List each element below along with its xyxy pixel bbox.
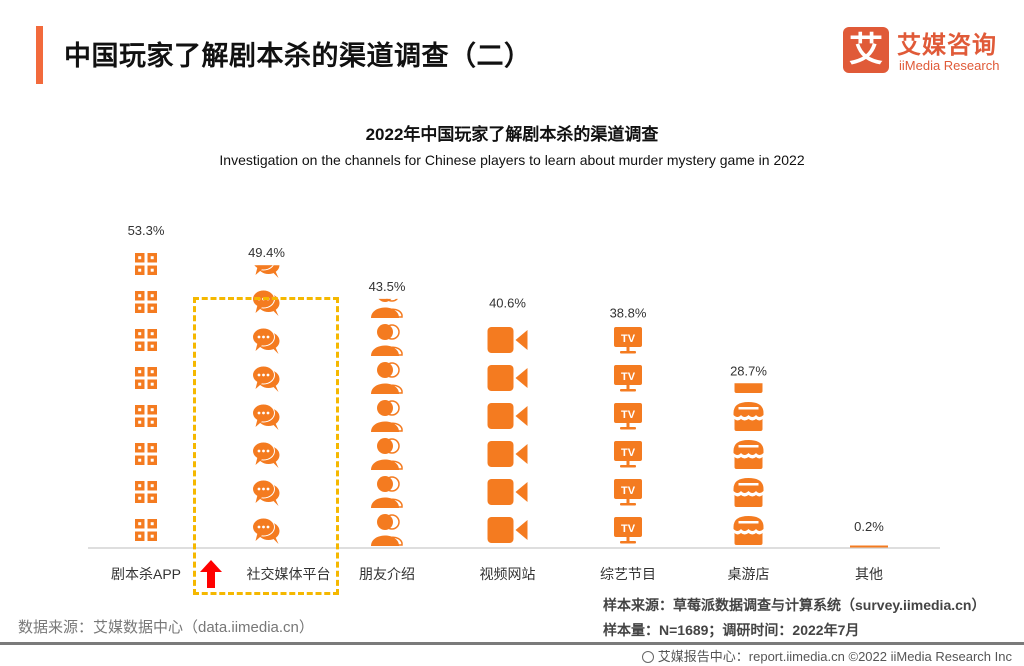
app-grid-icon: [135, 519, 157, 541]
footer: 艾媒报告中心：report.iimedia.cn ©2022 iiMedia R…: [641, 646, 1012, 665]
friends-icon: [370, 475, 403, 509]
report-center-icon: [641, 651, 654, 663]
tv-icon: [614, 403, 642, 430]
category-label: 朋友介绍: [359, 566, 415, 582]
title-accent-bar: [36, 26, 43, 84]
category-label: 桌游店: [728, 566, 770, 582]
sample-source: 样本来源：草莓派数据调查与计算系统（survey.iimedia.cn）: [603, 597, 986, 613]
logo-name-cn: 艾媒咨询: [897, 32, 997, 59]
bar-7: [850, 545, 888, 548]
app-grid-icon: [135, 367, 157, 389]
sample-size: 样本量：N=1689；调研时间：2022年7月: [603, 622, 860, 638]
iimedia-logo: 艾 艾媒咨询 iiMedia Research: [843, 25, 1013, 77]
value-label: 0.2%: [854, 519, 884, 534]
shop-icon: [733, 402, 764, 431]
bar-6: [733, 383, 764, 545]
value-label: 49.4%: [248, 245, 285, 260]
app-grid-icon: [135, 405, 157, 427]
bar-4: [487, 327, 528, 543]
friends-icon: [370, 513, 403, 547]
chart-title: 2022年中国玩家了解剧本杀的渠道调查: [365, 125, 659, 144]
chart-subtitle: Investigation on the channels for Chines…: [219, 152, 805, 168]
video-camera-icon: [487, 365, 528, 391]
category-label: 综艺节目: [600, 566, 656, 582]
app-grid-icon: [135, 329, 157, 351]
friends-icon: [370, 399, 403, 433]
friends-icon: [370, 323, 403, 357]
app-grid-icon: [135, 291, 157, 313]
tv-icon: [614, 517, 642, 544]
friends-icon: [370, 437, 403, 471]
footer-divider: [0, 642, 1024, 645]
bar-line: [850, 545, 888, 548]
shop-icon: [733, 440, 764, 469]
data-source: 数据来源：艾媒数据中心（data.iimedia.cn）: [18, 619, 314, 636]
video-camera-icon: [487, 517, 528, 543]
app-grid-icon: [135, 443, 157, 465]
bar-5: [614, 327, 642, 544]
app-grid-icon: [135, 253, 157, 275]
bar-1: [135, 253, 157, 541]
friends-icon: [370, 361, 403, 395]
video-camera-icon: [487, 403, 528, 429]
tv-icon: [614, 479, 642, 506]
video-camera-icon: [487, 327, 528, 353]
bar-3: [370, 298, 403, 547]
shop-icon: [733, 516, 764, 545]
page-title: 中国玩家了解剧本杀的渠道调查（二）: [64, 41, 532, 71]
video-camera-icon: [487, 441, 528, 467]
value-label: 40.6%: [489, 295, 526, 310]
logo-mark-icon: 艾: [843, 27, 889, 73]
tv-icon: [614, 365, 642, 392]
category-label: 其他: [855, 566, 883, 582]
logo-name-en: iiMedia Research: [899, 58, 1000, 73]
tv-icon: [614, 327, 642, 354]
value-label: 38.8%: [610, 306, 647, 321]
app-grid-icon: [135, 481, 157, 503]
category-label: 视频网站: [480, 566, 536, 582]
value-label: 28.7%: [730, 363, 767, 378]
highlight-box-social-media: [193, 297, 339, 595]
category-label: 剧本杀APP: [111, 566, 181, 582]
tv-icon: [614, 441, 642, 468]
footer-text: 艾媒报告中心：report.iimedia.cn ©2022 iiMedia R…: [657, 649, 1012, 664]
value-label: 53.3%: [128, 223, 165, 238]
value-label: 43.5%: [369, 279, 406, 294]
up-arrow-icon: [200, 560, 222, 588]
video-camera-icon: [487, 479, 528, 505]
shop-icon: [733, 478, 764, 507]
category-label: 社交媒体平台: [247, 566, 331, 582]
